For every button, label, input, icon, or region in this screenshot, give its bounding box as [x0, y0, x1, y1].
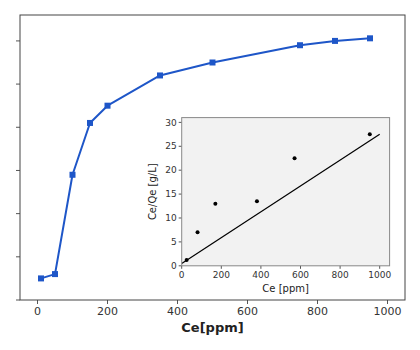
point [367, 35, 373, 41]
x-tick-label: 0 [179, 270, 185, 280]
point [368, 132, 372, 136]
y-axis-label: Ce/Qe [g/L] [147, 163, 158, 220]
plot-background [182, 118, 390, 266]
plot-frame [20, 15, 405, 300]
x-tick-label: 200 [97, 305, 118, 318]
x-tick [37, 300, 38, 304]
x-tick-label: 400 [252, 270, 269, 280]
x-tick-label: 400 [167, 305, 188, 318]
point [255, 199, 259, 203]
x-tick [107, 300, 108, 304]
point [210, 60, 216, 66]
chart-root: 02004006008001000Ce[ppm]0200400600800100… [0, 0, 420, 350]
y-tick [16, 256, 20, 257]
point [105, 103, 111, 109]
x-tick-label: 1000 [374, 305, 402, 318]
x-tick-label: 1000 [368, 270, 391, 280]
point [213, 202, 217, 206]
point [293, 156, 297, 160]
x-axis-label: Ce[ppm] [181, 320, 243, 335]
y-tick-label: 30 [165, 118, 177, 128]
plot-background [20, 15, 405, 300]
x-tick [247, 300, 248, 304]
point [52, 271, 58, 277]
y-tick [16, 170, 20, 171]
x-axis-label: Ce [ppm] [262, 283, 309, 294]
y-tick-label: 20 [165, 165, 177, 175]
plot-frame [182, 118, 390, 266]
y-tick [16, 127, 20, 128]
y-tick-label: 10 [165, 213, 177, 223]
point [332, 38, 338, 44]
x-tick-label: 800 [332, 270, 349, 280]
point [196, 230, 200, 234]
point [297, 42, 303, 48]
y-tick-label: 0 [171, 261, 177, 271]
line [182, 134, 380, 263]
point [87, 120, 93, 126]
x-tick-label: 800 [307, 305, 328, 318]
data-layer [182, 132, 380, 263]
x-tick [387, 300, 388, 304]
y-tick [16, 84, 20, 85]
y-tick-label: 5 [171, 237, 177, 247]
inset-plot: 0 200 400 600 800 1000 0 5 10 15 20 25 30 Ce [ppm] Ce/… [147, 118, 391, 294]
x-tick-label: 0 [34, 305, 41, 318]
x-tick-label: 200 [213, 270, 230, 280]
y-tick-label: 25 [165, 141, 176, 151]
main-plot: 02004006008001000Ce[ppm] [16, 15, 405, 335]
point [38, 275, 44, 281]
x-tick-label: 600 [237, 305, 258, 318]
x-tick-label: 600 [292, 270, 309, 280]
x-tick [317, 300, 318, 304]
y-tick-label: 15 [165, 189, 176, 199]
point [157, 72, 163, 78]
y-tick [16, 300, 20, 301]
y-tick [16, 40, 20, 41]
point [70, 172, 76, 178]
x-tick [177, 300, 178, 304]
y-tick [16, 213, 20, 214]
